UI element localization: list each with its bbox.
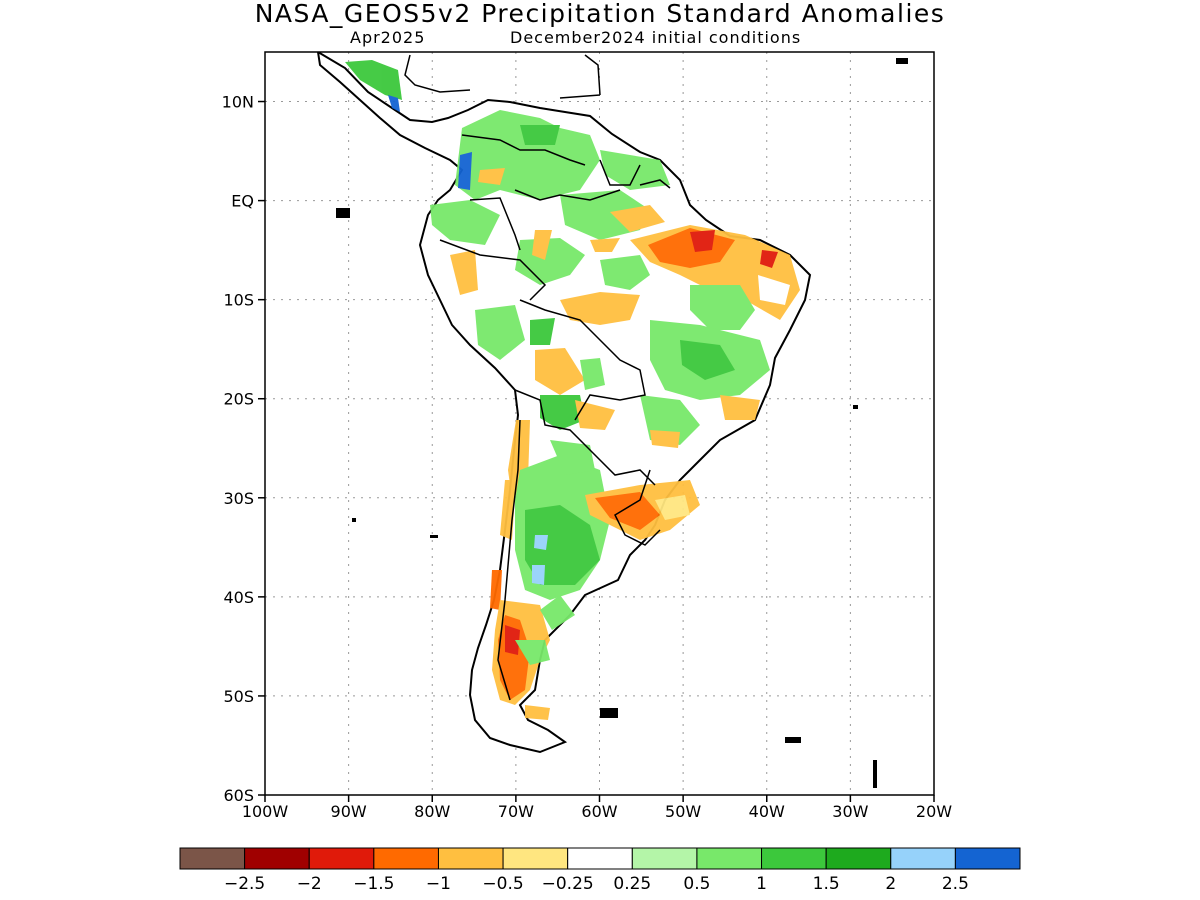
- y-tick-label: 60S: [223, 786, 254, 805]
- colorbar-label: 0.25: [613, 874, 651, 894]
- colorbar-swatch: [179, 847, 246, 870]
- colorbar-label: −0.25: [542, 874, 594, 894]
- colorbar-swatch: [437, 847, 504, 870]
- y-tick-label: 40S: [223, 588, 254, 607]
- x-tick-label: 20W: [916, 802, 952, 821]
- y-tick-label: 30S: [223, 489, 254, 508]
- colorbar-swatch: [502, 847, 569, 870]
- y-tick-label: 50S: [223, 687, 254, 706]
- colorbar-swatch: [825, 847, 892, 870]
- islands: [336, 58, 908, 788]
- x-tick-label: 30W: [832, 802, 868, 821]
- map-title: NASA_GEOS5v2 Precipitation Standard Anom…: [254, 0, 946, 28]
- colorbar-label: −2.5: [224, 874, 265, 894]
- x-tick-label: 60W: [581, 802, 617, 821]
- x-tick-label: 70W: [498, 802, 534, 821]
- colorbar-label: 1: [756, 874, 767, 894]
- x-tick-label: 80W: [414, 802, 450, 821]
- colorbar-label: 0.5: [683, 874, 710, 894]
- colorbar: −2.5 −2 −1.5 −1 −0.5 −0.25 0.25 0.5 1 1.5 2 2.5: [179, 847, 1021, 894]
- caribbean-coast: [404, 54, 601, 99]
- colorbar-label: −2: [297, 874, 322, 894]
- colorbar-swatch: [567, 847, 633, 870]
- colorbar-label: 1.5: [813, 874, 840, 894]
- y-tick-label: EQ: [231, 192, 254, 211]
- y-tick-label: 10N: [222, 93, 254, 112]
- colorbar-label: 2.5: [942, 874, 969, 894]
- x-tick-label: 90W: [331, 802, 367, 821]
- x-tick-label: 40W: [749, 802, 785, 821]
- colorbar-swatch: [696, 847, 763, 870]
- colorbar-swatch: [890, 847, 956, 870]
- colorbar-swatch: [761, 847, 827, 870]
- colorbar-label: −1: [426, 874, 451, 894]
- country-borders: [439, 134, 671, 701]
- colorbar-swatch: [954, 847, 1021, 870]
- colorbar-swatch: [373, 847, 439, 870]
- x-tick-label: 50W: [665, 802, 701, 821]
- colorbar-label: −1.5: [353, 874, 394, 894]
- colorbar-swatch: [244, 847, 310, 870]
- valid-month-label: Apr2025: [350, 28, 426, 47]
- y-tick-label: 20S: [223, 390, 254, 409]
- init-conditions-label: December2024 initial conditions: [510, 28, 802, 47]
- plot-area: [265, 52, 934, 795]
- colorbar-swatch: [631, 847, 698, 870]
- x-tick-label: 100W: [242, 802, 289, 821]
- anomaly-patches: [345, 60, 800, 720]
- colorbar-label: 2: [885, 874, 896, 894]
- y-tick-label: 10S: [223, 291, 254, 310]
- colorbar-swatch: [308, 847, 375, 870]
- colorbar-label: −0.5: [482, 874, 523, 894]
